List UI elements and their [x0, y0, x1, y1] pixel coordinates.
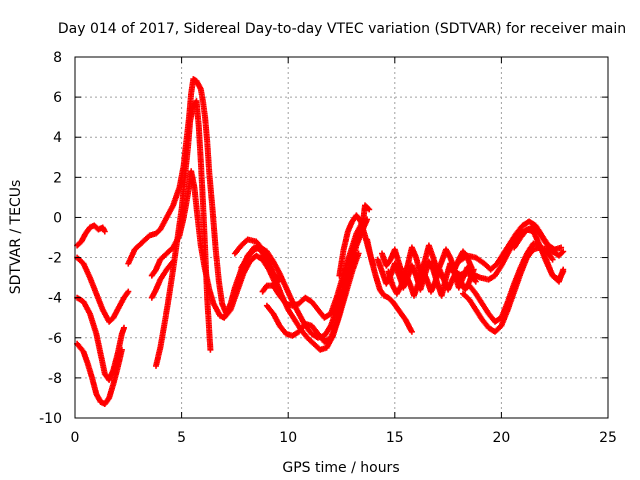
data-point	[207, 346, 214, 353]
y-tick-label: 4	[53, 130, 62, 146]
data-point	[559, 249, 566, 256]
x-tick-label: 0	[71, 430, 80, 446]
x-tick-label: 25	[599, 430, 617, 446]
y-tick-label: -6	[48, 331, 62, 347]
y-tick-label: -4	[48, 291, 62, 307]
data-point	[118, 346, 125, 353]
y-tick-label: 2	[53, 170, 62, 186]
data-point	[365, 205, 372, 212]
y-tick-label: 8	[53, 50, 62, 66]
series-trace-v	[511, 226, 567, 283]
data-point	[101, 228, 108, 235]
x-tick-label: 20	[492, 430, 510, 446]
data-point	[472, 278, 479, 285]
data-point	[366, 206, 373, 213]
data-point	[558, 244, 565, 251]
y-tick-label: 6	[53, 90, 62, 106]
data-point	[364, 216, 371, 223]
data-markers	[74, 76, 567, 407]
x-tick-label: 10	[279, 430, 297, 446]
data-point	[170, 258, 177, 265]
data-point	[560, 248, 567, 255]
data-point	[560, 268, 567, 275]
x-tick-label: 15	[386, 430, 404, 446]
y-tick-label: 0	[53, 210, 62, 226]
plot-frame	[74, 56, 609, 419]
y-axis-label: SDTVAR / TECUs	[8, 180, 24, 295]
series-trace-n	[364, 236, 415, 335]
series-trace-k	[259, 218, 366, 321]
y-tick-labels: -10 -8 -6 -4 -2 0 2 4 6 8	[39, 50, 62, 427]
series-trace-a	[74, 222, 108, 249]
series-trace-b	[74, 254, 132, 325]
tick-marks	[74, 56, 609, 419]
x-tick-label: 5	[177, 430, 186, 446]
data-point	[549, 256, 556, 263]
data-point	[408, 328, 415, 335]
y-tick-label: -10	[39, 411, 62, 427]
y-tick-label: -8	[48, 371, 62, 387]
data-point	[125, 288, 132, 295]
series-trace-h	[148, 258, 177, 301]
x-tick-labels: 0 5 10 15 20 25	[71, 430, 617, 446]
x-axis-label: GPS time / hours	[282, 460, 399, 476]
chart-title: Day 014 of 2017, Sidereal Day-to-day VTE…	[58, 21, 626, 37]
data-point	[121, 324, 127, 331]
series-trace-d	[74, 340, 125, 407]
y-tick-label: -2	[48, 251, 62, 267]
